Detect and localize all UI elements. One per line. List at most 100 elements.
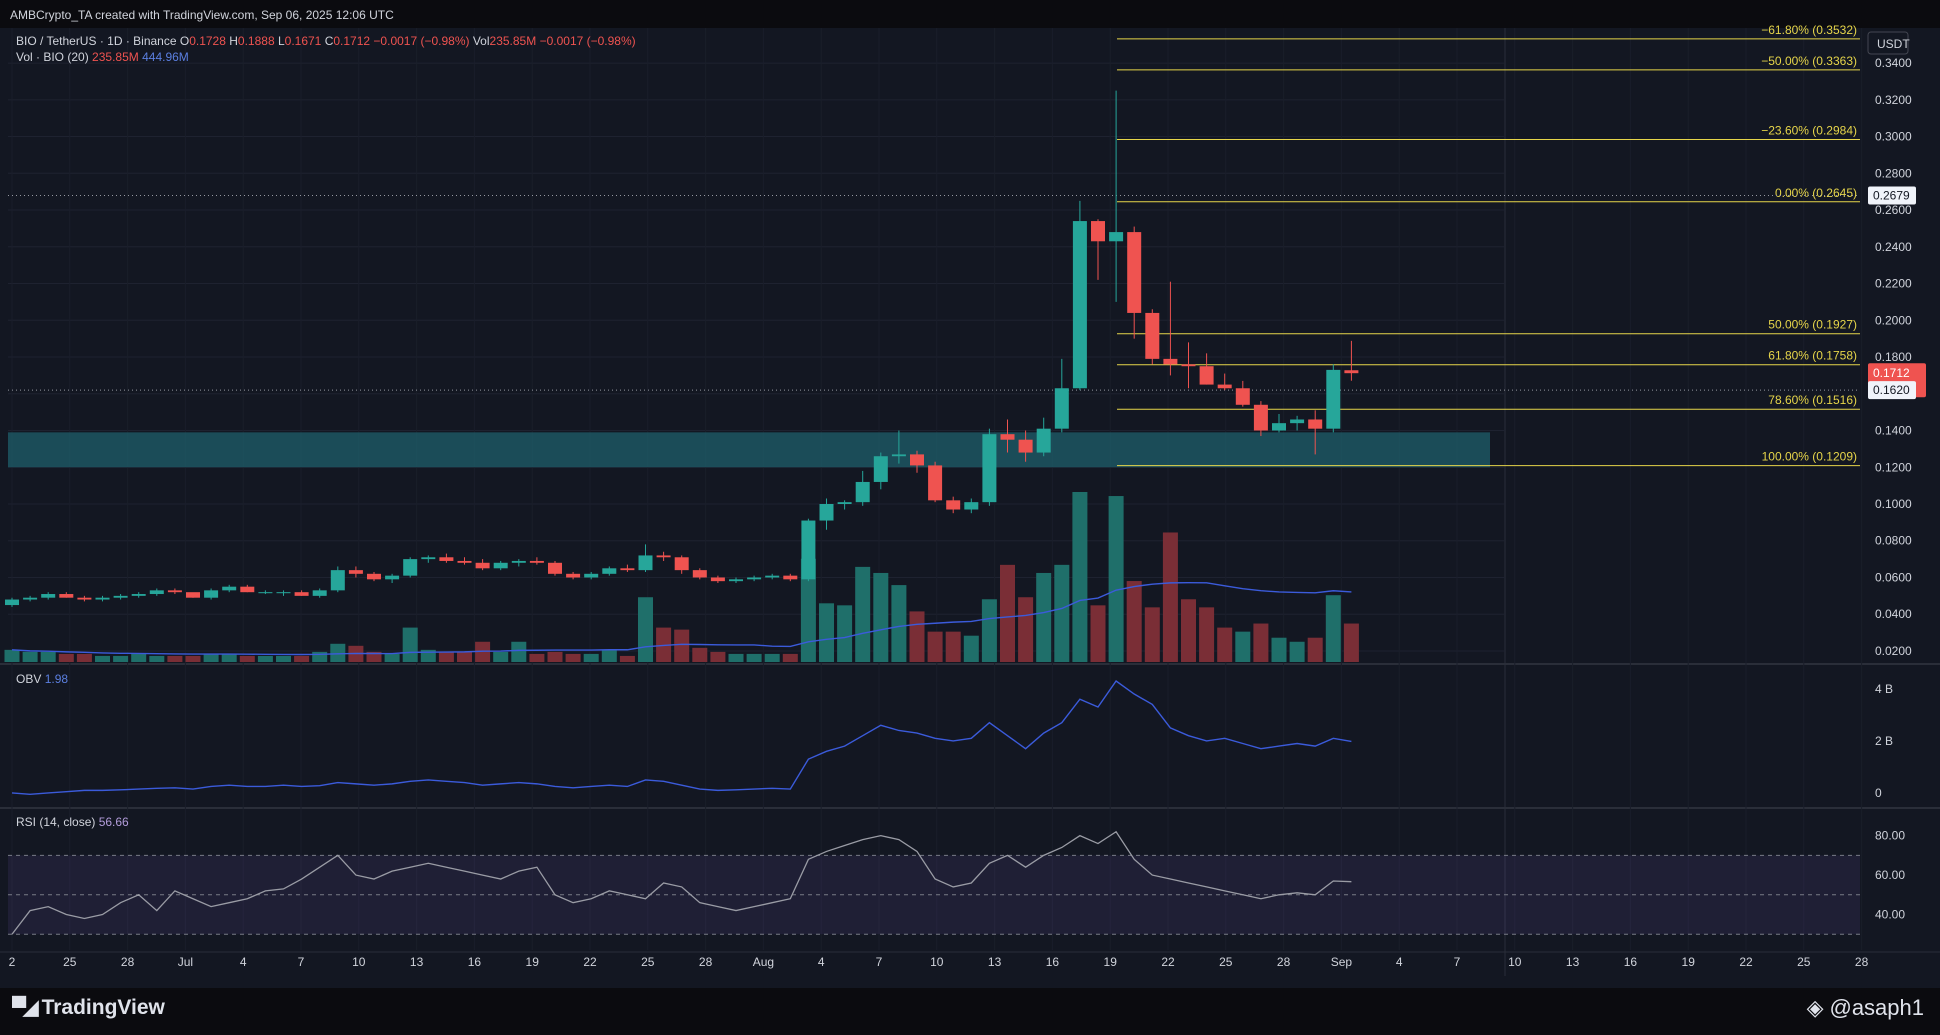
- volume-bar: [1271, 637, 1287, 662]
- volume-indicator-value: 235.85M: [92, 50, 139, 64]
- volume-bar: [1289, 641, 1305, 662]
- volume-bar: [276, 655, 291, 662]
- candle-body: [77, 597, 92, 600]
- volume-bar: [782, 653, 798, 662]
- fib-label: 100.00% (0.1209): [1762, 450, 1857, 464]
- candle-body: [95, 597, 110, 600]
- change-value: −0.0017 (−0.98%): [373, 34, 470, 48]
- close-value: 0.1712: [333, 34, 371, 48]
- time-tick-label: 13: [1566, 955, 1580, 969]
- volume-bar: [873, 572, 889, 662]
- volume-bar: [728, 653, 744, 662]
- open-label: O: [179, 34, 190, 48]
- author-handle-text: @asaph1: [1829, 995, 1924, 1020]
- candle-body: [1308, 419, 1323, 429]
- time-tick-label: 4: [818, 955, 825, 969]
- volume-bar: [131, 653, 147, 662]
- rsi-tick-label: 80.00: [1875, 829, 1905, 843]
- price-tick-label: 0.2000: [1875, 313, 1912, 327]
- candle-body: [584, 573, 599, 578]
- volume-bar: [475, 641, 491, 662]
- volume-bar: [891, 585, 907, 662]
- volume-indicator-label[interactable]: Vol · BIO (20): [16, 50, 89, 64]
- volume-bar: [1325, 595, 1341, 662]
- volume-bar: [1307, 637, 1323, 662]
- candle-body: [59, 594, 74, 598]
- candle-body: [5, 599, 19, 606]
- time-tick-label: 25: [641, 955, 655, 969]
- volume-bar: [909, 611, 925, 662]
- time-tick-label: 22: [1161, 955, 1175, 969]
- volume-bar: [1199, 607, 1215, 662]
- volume-bar: [1036, 572, 1052, 662]
- time-tick-label: 2: [9, 955, 16, 969]
- price-tick-label: 0.1400: [1875, 424, 1912, 438]
- candle-body: [1344, 370, 1359, 374]
- volume-bar: [221, 653, 237, 662]
- fib-label: 0.00% (0.2645): [1775, 186, 1857, 200]
- creator-bar: AMBCrypto_TA created with TradingView.co…: [0, 0, 1940, 28]
- price-tick-label: 0.2400: [1875, 240, 1912, 254]
- candle-body: [348, 570, 363, 574]
- volume-bar: [638, 597, 653, 662]
- candle-body: [529, 560, 544, 563]
- candle-body: [113, 595, 128, 598]
- time-tick-label: 22: [583, 955, 597, 969]
- time-tick-label: Aug: [753, 955, 774, 969]
- volume-bar: [710, 651, 726, 662]
- volume-bar: [257, 655, 273, 662]
- volume-bar: [1072, 492, 1088, 662]
- volume-bar: [1126, 581, 1142, 662]
- candle-body: [222, 586, 237, 591]
- chart-canvas[interactable]: 0.3400 0.3200 0.3000 0.2800 0.2600 0.2400 0.22…: [0, 0, 1940, 988]
- obv-tick-label: 4 B: [1875, 682, 1893, 696]
- volume-bar: [113, 655, 129, 662]
- price-tick-label: 0.0800: [1875, 534, 1912, 548]
- fib-label: 61.80% (0.1758): [1768, 349, 1857, 363]
- fib-label: −50.00% (0.3363): [1761, 54, 1857, 68]
- tradingview-logo[interactable]: ▀◢ TradingView: [12, 995, 165, 1020]
- candle-body: [819, 504, 834, 521]
- time-tick-label: Jul: [178, 955, 193, 969]
- candle-body: [620, 568, 635, 571]
- candle-body: [692, 570, 707, 578]
- time-tick-label: 19: [1104, 955, 1118, 969]
- candle-body: [1000, 434, 1015, 440]
- volume-bar: [819, 603, 834, 662]
- obv-line: [11, 680, 1352, 795]
- high-value: 0.1888: [237, 34, 275, 48]
- volume-bar: [1000, 564, 1015, 662]
- candle-body: [511, 560, 526, 563]
- candle-body: [493, 562, 508, 569]
- close-label: C: [324, 34, 334, 48]
- open-value: 0.1728: [189, 34, 226, 48]
- candle-body: [1235, 388, 1250, 405]
- volume-bar: [529, 653, 545, 662]
- candle-body: [439, 557, 454, 561]
- obv-label[interactable]: OBV: [16, 672, 42, 686]
- volume-legend: Vol · BIO (20) 235.85M 444.96M: [16, 50, 189, 64]
- candle-body: [186, 592, 200, 598]
- candle-body: [928, 465, 943, 501]
- fib-label: 50.00% (0.1927): [1768, 318, 1857, 332]
- candle-body: [204, 590, 219, 598]
- volume-bar: [203, 653, 219, 662]
- candle-body: [41, 594, 56, 598]
- obv-tick-label: 0: [1875, 786, 1882, 800]
- volume-bar: [511, 641, 527, 662]
- volume-bar: [1018, 597, 1034, 662]
- volume-bar: [22, 651, 38, 662]
- volume-bar: [1253, 623, 1269, 662]
- candle-body: [982, 434, 997, 503]
- symbol-title[interactable]: BIO / TetherUS · 1D · Binance: [16, 34, 177, 48]
- vol-label: Vol: [472, 34, 490, 48]
- volume-bar: [167, 655, 183, 662]
- candle-body: [330, 570, 345, 591]
- last-price-value: 0.1712: [1873, 366, 1910, 380]
- volume-bar: [1181, 599, 1196, 662]
- rsi-label[interactable]: RSI (14, close): [16, 815, 96, 829]
- time-tick-label: 19: [526, 955, 540, 969]
- candle-body: [747, 577, 762, 580]
- candle-body: [1290, 419, 1305, 424]
- tradingview-brand: TradingView: [41, 995, 165, 1019]
